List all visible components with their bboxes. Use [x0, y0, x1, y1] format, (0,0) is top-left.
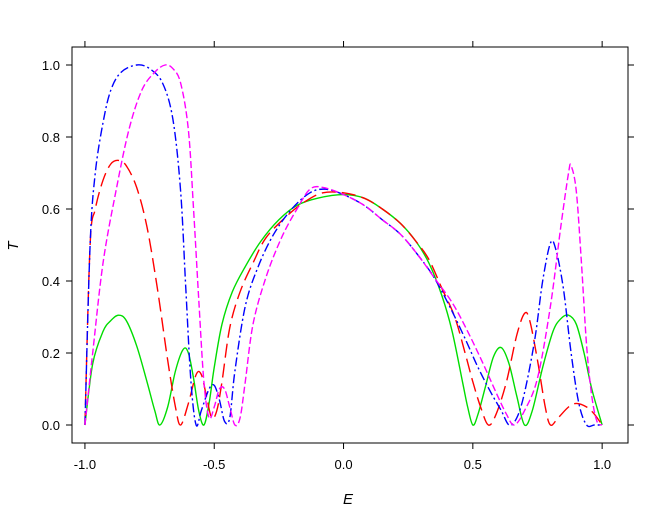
y-tick-label-1: 0.2	[42, 346, 60, 361]
x-tick-label-4: 1.0	[593, 457, 611, 472]
x-axis-title: E	[343, 491, 354, 508]
y-tick-label-2: 0.4	[42, 274, 60, 289]
y-tick-label-5: 1.0	[42, 58, 60, 73]
y-tick-label-3: 0.6	[42, 202, 60, 217]
axis-tick-labels: -1.0 -0.5 0.0 0.5 1.0 0.0 0.2 0.4 0.6 0.8 1.0	[42, 58, 611, 472]
x-tick-label-0: -1.0	[74, 457, 96, 472]
axis-ticks	[66, 41, 634, 449]
y-tick-label-0: 0.0	[42, 418, 60, 433]
y-tick-label-4: 0.8	[42, 130, 60, 145]
x-tick-label-3: 0.5	[464, 457, 482, 472]
series-group	[84, 64, 603, 428]
series-line-2	[84, 64, 603, 428]
y-axis-title: T	[5, 240, 22, 251]
x-tick-label-2: 0.0	[334, 457, 352, 472]
series-line-0	[84, 193, 603, 427]
series-line-1	[84, 159, 603, 427]
series-line-3	[84, 64, 603, 427]
x-tick-label-1: -0.5	[203, 457, 225, 472]
plot-frame	[71, 46, 629, 444]
